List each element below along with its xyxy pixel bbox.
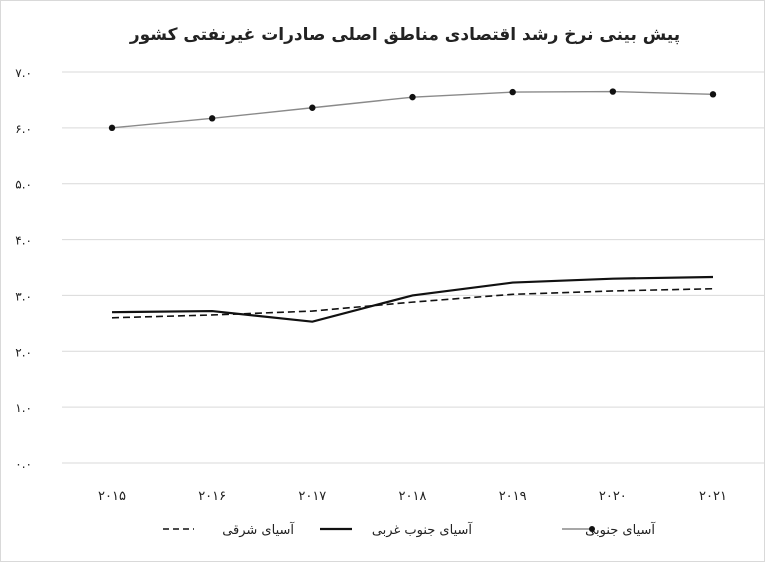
- series-line-1: [111, 275, 714, 323]
- data-point: [309, 104, 316, 111]
- y-tick-label: ۳.۰: [15, 289, 32, 303]
- legend-label: آسیای جنوبی: [585, 521, 656, 538]
- legend-item: آسیای جنوبی: [562, 521, 656, 538]
- legend-item: آسیای جنوب غربی: [320, 521, 473, 538]
- data-point: [509, 88, 516, 96]
- series-lines: [108, 88, 717, 323]
- y-axis-ticks: ۰.۰ ۱.۰ ۲.۰ ۳.۰ ۴.۰ ۵.۰ ۶.۰ ۷.۰: [15, 66, 32, 471]
- series-line-2: [111, 287, 714, 319]
- y-tick-label: ۷.۰: [15, 66, 32, 80]
- legend: آسیای جنوبی آسیای جنوب غربی آسیای شرقی: [163, 521, 656, 538]
- y-tick-label: ۴.۰: [15, 234, 32, 248]
- y-tick-label: ۱.۰: [15, 401, 32, 415]
- x-tick-label: ۲۰۱۵: [98, 489, 126, 504]
- y-tick-label: ۲.۰: [15, 345, 32, 359]
- y-tick-label: ۶.۰: [15, 122, 32, 136]
- x-axis-ticks: ۲۰۱۵ ۲۰۱۶ ۲۰۱۷ ۲۰۱۸ ۲۰۱۹ ۲۰۲۰ ۲۰۲۱: [98, 489, 727, 504]
- x-tick-label: ۲۰۱۶: [198, 489, 226, 504]
- y-tick-label: ۵.۰: [15, 178, 32, 192]
- chart-title: پیش بینی نرخ رشد اقتصادی مناطق اصلی صادر…: [129, 25, 680, 45]
- legend-item: آسیای شرقی: [163, 521, 295, 538]
- legend-label: آسیای شرقی: [222, 521, 295, 538]
- x-tick-label: ۲۰۱۹: [499, 489, 527, 504]
- legend-label: آسیای جنوب غربی: [372, 521, 474, 538]
- data-point: [208, 115, 216, 122]
- x-tick-label: ۲۰۱۷: [298, 489, 326, 504]
- data-point: [409, 93, 416, 101]
- data-point: [709, 91, 717, 98]
- x-tick-label: ۲۰۲۱: [699, 489, 727, 504]
- data-point: [609, 88, 617, 95]
- gridlines: [62, 71, 765, 464]
- x-tick-label: ۲۰۱۸: [399, 489, 427, 504]
- y-tick-label: ۰.۰: [15, 457, 32, 471]
- x-tick-label: ۲۰۲۰: [599, 489, 627, 504]
- data-point: [108, 124, 116, 132]
- legend-marker: [589, 526, 595, 532]
